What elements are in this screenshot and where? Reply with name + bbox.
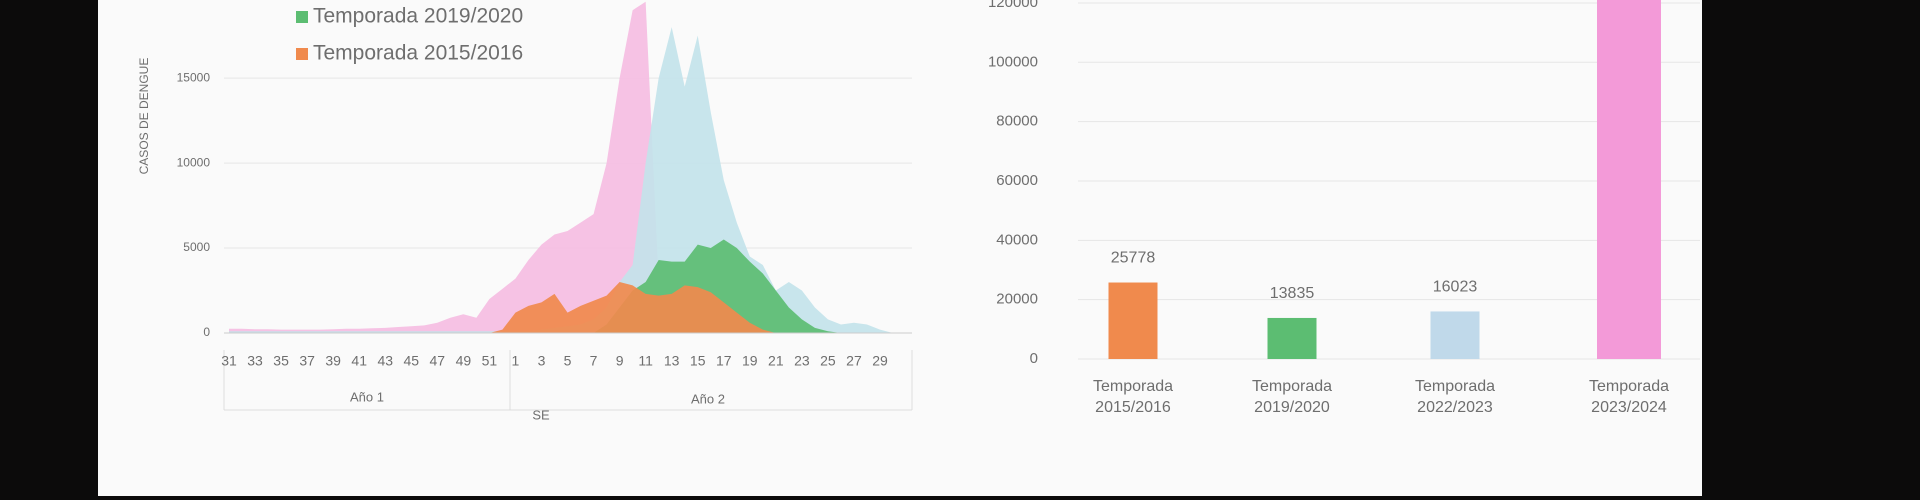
y-tick-label: 10000 [177,155,211,169]
x-tick-label: 25 [820,353,836,369]
x-tick-label: 43 [377,353,393,369]
y-axis-label: CASOS DE DENGUE [137,58,151,175]
x-tick-label: 5 [564,353,572,369]
legend-label: Temporada 2015/2016 [313,42,523,65]
y-tick-label: 100000 [988,53,1038,70]
y-tick-label: 15000 [177,70,211,84]
x-tick-label: 47 [430,353,446,369]
x-tick-label: 29 [872,353,888,369]
bar [1597,0,1661,360]
x-tick-label: 41 [351,353,367,369]
x-tick-label: 15 [690,353,706,369]
legend-swatch [296,11,308,23]
y-tick-label: 120000 [988,0,1038,11]
y-tick-label: 0 [1030,350,1038,367]
value-label: 13835 [1270,285,1315,302]
y-tick-label: 0 [203,325,210,339]
x-tick-label: 37 [299,353,315,369]
bar [1108,282,1158,359]
y-tick-label: 20000 [996,291,1038,308]
y-tick-label: 80000 [996,113,1038,130]
legend-label: Temporada 2019/2020 [313,5,523,28]
x-tick-label: 49 [456,353,472,369]
value-label: 16023 [1433,279,1478,296]
area [229,282,894,333]
y-tick-label: 40000 [996,231,1038,248]
legend-swatch [296,48,308,60]
x-tick-label: Temporada 2022/2023 [1414,378,1496,416]
group-label: Año 2 [691,391,725,406]
x-tick-label: 7 [590,353,598,369]
x-tick-label: 45 [403,353,419,369]
bar [1430,311,1480,359]
x-tick-label: 21 [768,353,784,369]
x-axis-label: SE [532,407,550,422]
x-tick-label: Temporada 2023/2024 [1588,378,1670,416]
x-tick-label: Temporada 2019/2020 [1251,378,1333,416]
y-tick-label: 5000 [183,240,210,254]
x-tick-label: 9 [616,353,624,369]
x-tick-label: 23 [794,353,810,369]
x-tick-label: 3 [538,353,546,369]
area [229,1,659,334]
x-tick-label: 1 [512,353,520,369]
x-tick-label: 27 [846,353,862,369]
x-tick-label: 39 [325,353,341,369]
x-tick-label: 51 [482,353,498,369]
x-tick-label: 33 [247,353,263,369]
x-tick-label: 31 [221,353,237,369]
bar [1267,317,1317,359]
x-tick-label: 35 [273,353,289,369]
x-tick-label: 19 [742,353,758,369]
x-tick-label: 11 [638,353,653,369]
x-tick-label: 17 [716,353,732,369]
x-tick-label: 13 [664,353,680,369]
value-label: 25778 [1111,250,1156,267]
y-tick-label: 60000 [996,172,1038,189]
x-tick-label: Temporada 2015/2016 [1092,378,1174,416]
group-label: Año 1 [350,389,384,404]
